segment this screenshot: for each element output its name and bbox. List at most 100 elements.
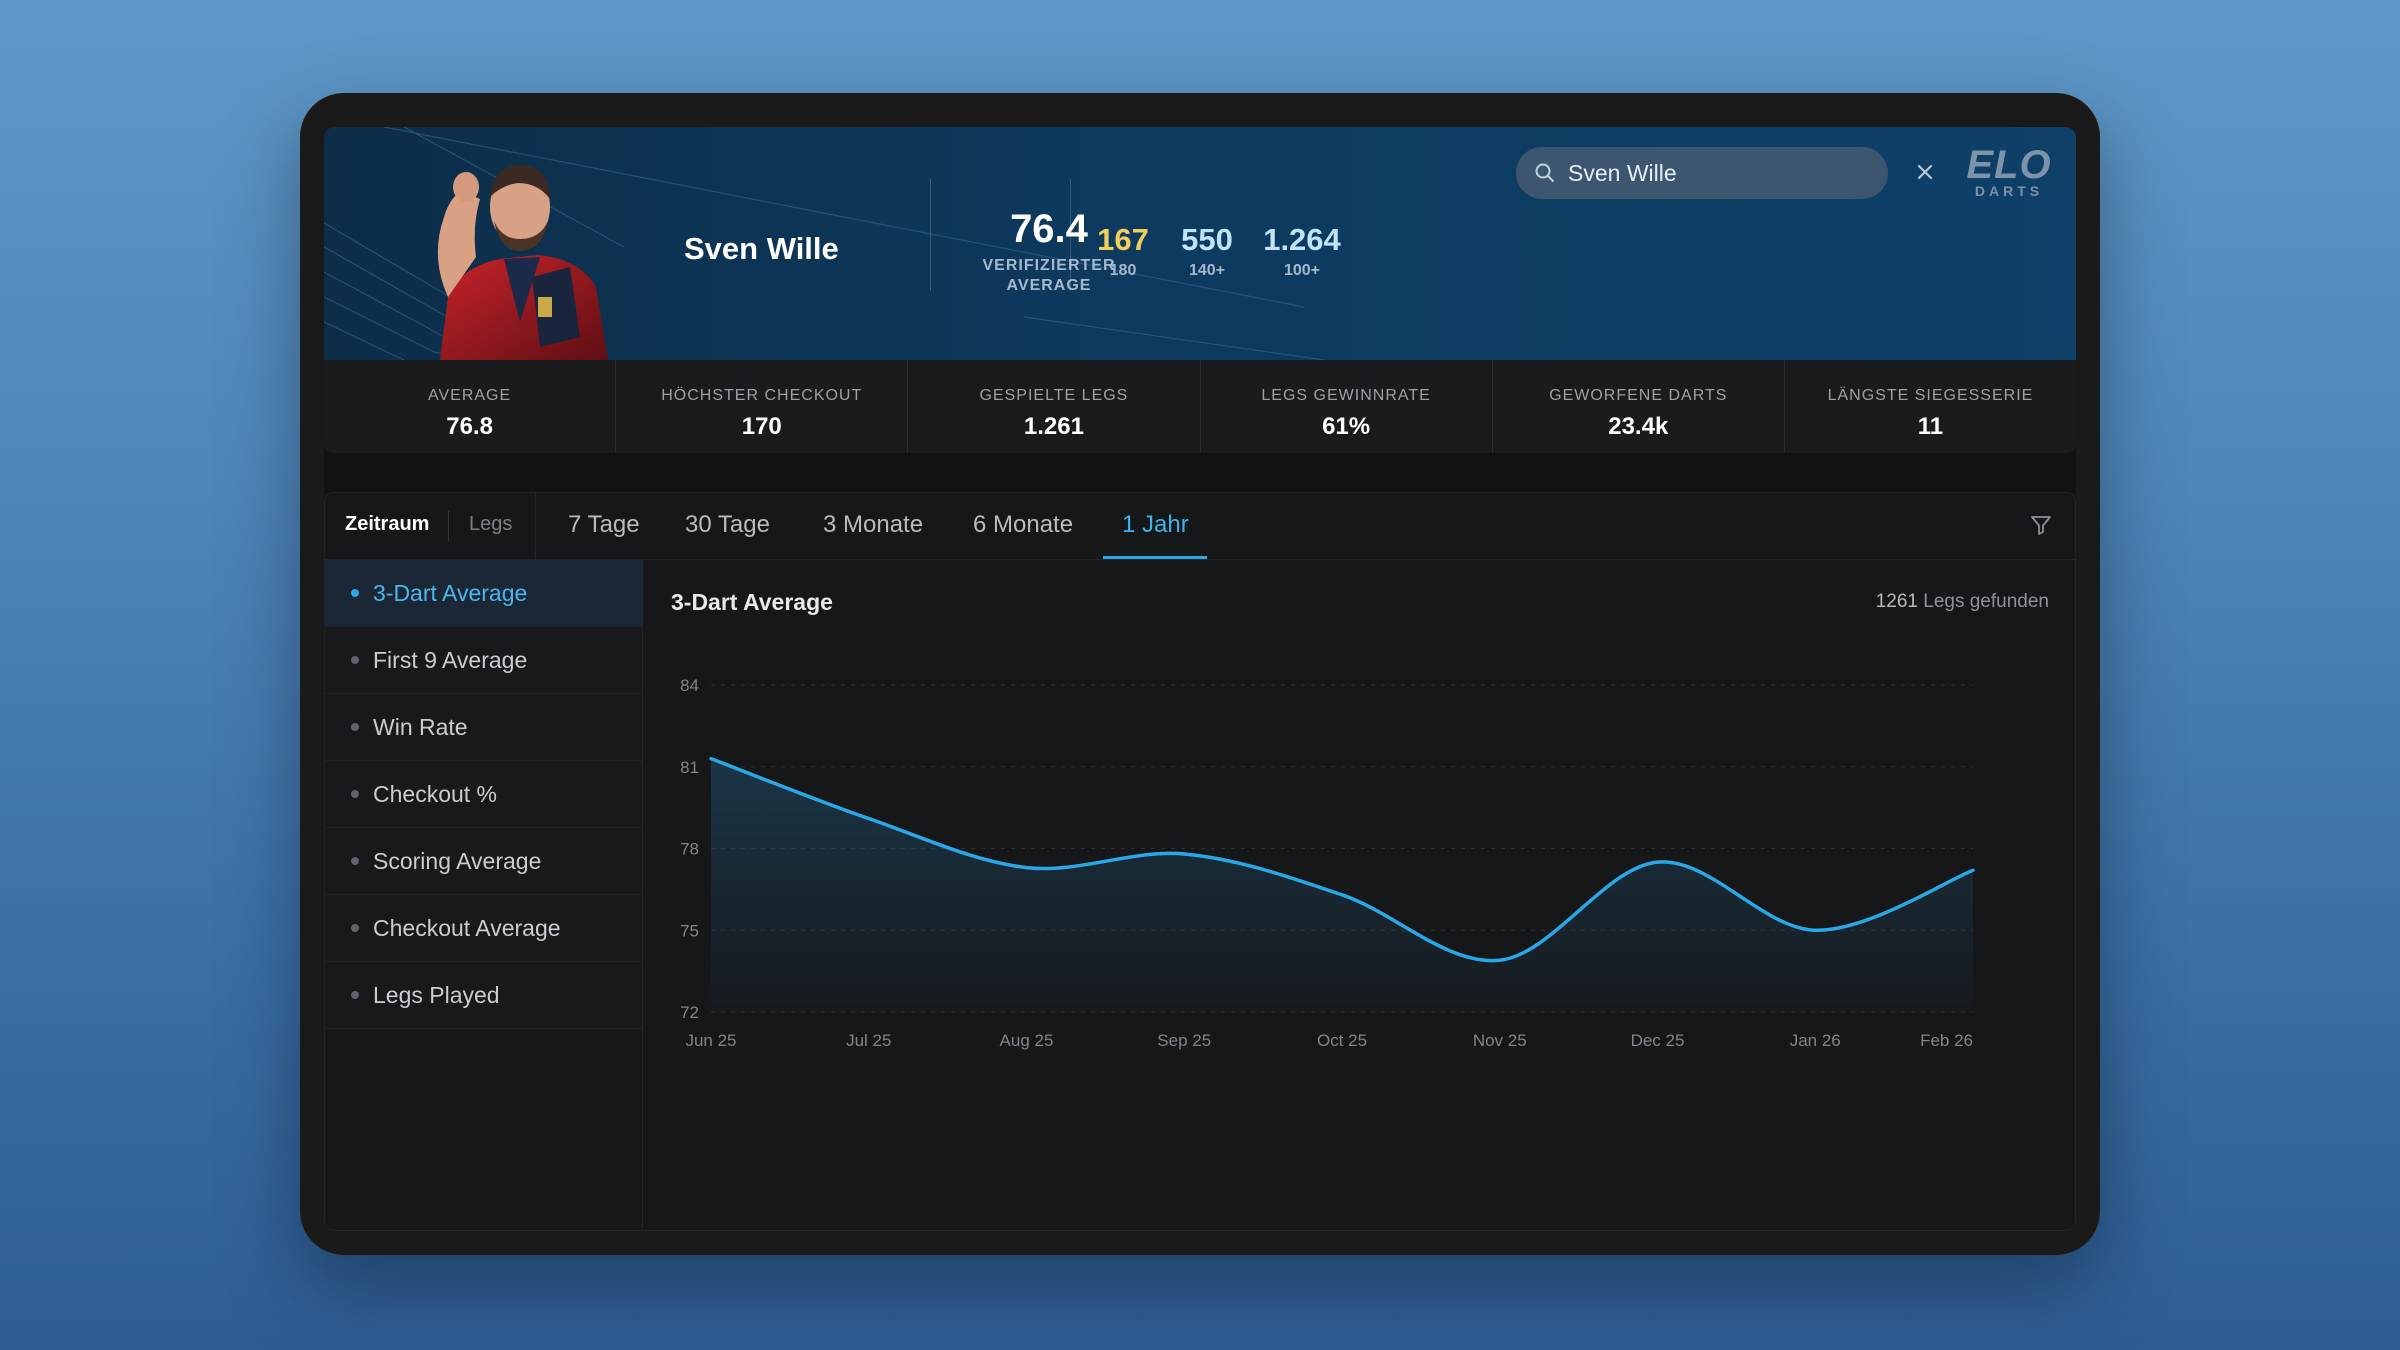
count-140-value: 550 <box>1181 222 1233 257</box>
y-tick-label: 78 <box>680 840 699 859</box>
tab-3-monate[interactable]: 3 Monate <box>823 511 924 538</box>
bullet-icon <box>351 857 359 865</box>
bullet-icon <box>351 656 359 664</box>
mode-legs[interactable]: Legs <box>469 513 513 535</box>
stat-value: 11 <box>1917 413 1944 440</box>
bullet-icon <box>351 790 359 798</box>
stat-value: 170 <box>741 413 782 440</box>
x-tick-label: Aug 25 <box>1000 1031 1054 1050</box>
stat-label: GEWORFENE DARTS <box>1549 387 1728 404</box>
y-tick-label: 81 <box>680 758 699 777</box>
bullet-icon <box>351 991 359 999</box>
x-tick-label: Jun 25 <box>685 1031 736 1050</box>
stat-average: AVERAGE 76.8 <box>324 360 617 453</box>
stat-label: LEGS GEWINNRATE <box>1261 387 1431 404</box>
mode-zeitraum[interactable]: Zeitraum <box>345 513 430 535</box>
metric-scoring-average[interactable]: Scoring Average <box>325 828 642 895</box>
metric-checkout-average[interactable]: Checkout Average <box>325 895 642 962</box>
stat-label: GESPIELTE LEGS <box>979 387 1129 404</box>
stat-value: 61% <box>1322 413 1371 440</box>
logo-line1: ELO <box>1966 143 2052 187</box>
stat-highest-checkout: HÖCHSTER CHECKOUT 170 <box>616 360 909 453</box>
metric-win-rate[interactable]: Win Rate <box>325 694 642 761</box>
tab-30-tage[interactable]: 30 Tage <box>685 511 770 538</box>
count-180: 167 180 <box>1090 222 1156 280</box>
metric-label: Win Rate <box>373 713 468 740</box>
metric-3-dart-average[interactable]: 3-Dart Average <box>325 560 642 627</box>
player-search[interactable] <box>1516 147 1888 199</box>
tablet-frame: Sven Wille 76.4 VERIFIZIERTER AVERAGE 16… <box>300 93 2100 1255</box>
x-tick-label: Feb 26 <box>1920 1031 1973 1050</box>
metric-legs-played[interactable]: Legs Played <box>325 962 642 1029</box>
metric-first-9-average[interactable]: First 9 Average <box>325 627 642 694</box>
header-divider <box>1070 179 1071 291</box>
verified-average-value: 76.4 <box>1010 207 1088 251</box>
filter-icon[interactable] <box>2029 513 2053 537</box>
metric-label: 3-Dart Average <box>373 579 528 606</box>
active-tab-indicator <box>1103 556 1207 559</box>
legs-found-count: 1261 Legs gefunden <box>1876 591 2049 613</box>
data-points <box>710 758 1974 961</box>
search-input[interactable] <box>1568 159 1868 187</box>
logo-line2: DARTS <box>1974 183 2044 199</box>
bullet-icon <box>351 589 359 597</box>
area-fill <box>711 758 1973 1012</box>
player-name: Sven Wille <box>684 231 839 266</box>
header-divider <box>930 179 931 291</box>
x-tick-label: Jan 26 <box>1790 1031 1841 1050</box>
stat-value: 1.261 <box>1023 413 1084 440</box>
x-tick-label: Oct 25 <box>1317 1031 1367 1050</box>
series-line <box>709 756 1975 963</box>
tab-1-jahr[interactable]: 1 Jahr <box>1122 511 1189 538</box>
legs-count-suffix: Legs gefunden <box>1923 591 2049 612</box>
verified-average: 76.4 VERIFIZIERTER AVERAGE <box>954 207 1144 296</box>
stats-panel: Zeitraum Legs 7 Tage 30 Tage 3 Monate 6 … <box>324 492 2076 1231</box>
count-180-value: 167 <box>1097 222 1149 257</box>
stat-longest-win-streak: LÄNGSTE SIEGESSERIE 11 <box>1785 360 2076 453</box>
stat-legs-played: GESPIELTE LEGS 1.261 <box>908 360 1201 453</box>
header-background-lines <box>324 127 1325 360</box>
legs-count: 1261 <box>1875 591 1918 612</box>
y-tick-label: 84 <box>680 676 699 695</box>
bullet-icon <box>351 924 359 932</box>
stat-label: LÄNGSTE SIEGESSERIE <box>1827 387 2034 404</box>
metric-label: Checkout Average <box>373 914 561 941</box>
metric-label: Scoring Average <box>373 847 542 874</box>
player-header: Sven Wille 76.4 VERIFIZIERTER AVERAGE 16… <box>324 127 2076 360</box>
count-180-label: 180 <box>1109 262 1137 279</box>
x-tick-label: Jul 25 <box>846 1031 891 1050</box>
search-icon <box>1535 163 1554 182</box>
average-line-chart: 72 75 78 81 84 Jun 25 Jul 25 Aug 25 Sep 25 Oct 2… <box>680 676 1975 1050</box>
stat-label: AVERAGE <box>428 387 512 404</box>
count-140: 550 140+ <box>1170 222 1244 280</box>
filter-divider <box>535 493 536 560</box>
chart-title: 3-Dart Average <box>671 589 833 615</box>
count-100-label: 100+ <box>1283 262 1321 279</box>
clear-search-icon[interactable] <box>1912 159 1938 185</box>
mode-divider <box>448 511 449 541</box>
metric-label: First 9 Average <box>373 646 528 673</box>
count-140-label: 140+ <box>1188 262 1226 279</box>
x-tick-label: Dec 25 <box>1631 1031 1685 1050</box>
metric-checkout-percent[interactable]: Checkout % <box>325 761 642 828</box>
elo-darts-logo: ELO DARTS <box>1964 143 2054 199</box>
verified-average-label: VERIFIZIERTER AVERAGE <box>982 257 1116 294</box>
bullet-icon <box>351 723 359 731</box>
count-100: 1.264 100+ <box>1252 222 1352 280</box>
stats-strip: AVERAGE 76.8 HÖCHSTER CHECKOUT 170 GESPI… <box>324 360 2076 453</box>
tab-6-monate[interactable]: 6 Monate <box>973 511 1074 538</box>
metric-label: Legs Played <box>373 981 500 1008</box>
y-tick-label: 72 <box>680 1003 699 1022</box>
stat-darts-thrown: GEWORFENE DARTS 23.4k <box>1493 360 1785 453</box>
y-axis: 72 75 78 81 84 <box>680 676 699 1022</box>
metric-label: Checkout % <box>373 780 498 807</box>
tab-7-tage[interactable]: 7 Tage <box>568 511 640 538</box>
x-axis: Jun 25 Jul 25 Aug 25 Sep 25 Oct 25 Nov 25 Dec … <box>685 1031 1973 1050</box>
x-tick-label: Nov 25 <box>1473 1031 1527 1050</box>
stat-leg-win-rate: LEGS GEWINNRATE 61% <box>1201 360 1493 453</box>
count-100-value: 1.264 <box>1263 222 1341 257</box>
y-tick-label: 75 <box>680 921 699 940</box>
stat-value: 23.4k <box>1608 413 1669 440</box>
x-tick-label: Sep 25 <box>1157 1031 1211 1050</box>
filter-bar: Zeitraum Legs 7 Tage 30 Tage 3 Monate 6 … <box>325 493 2075 560</box>
